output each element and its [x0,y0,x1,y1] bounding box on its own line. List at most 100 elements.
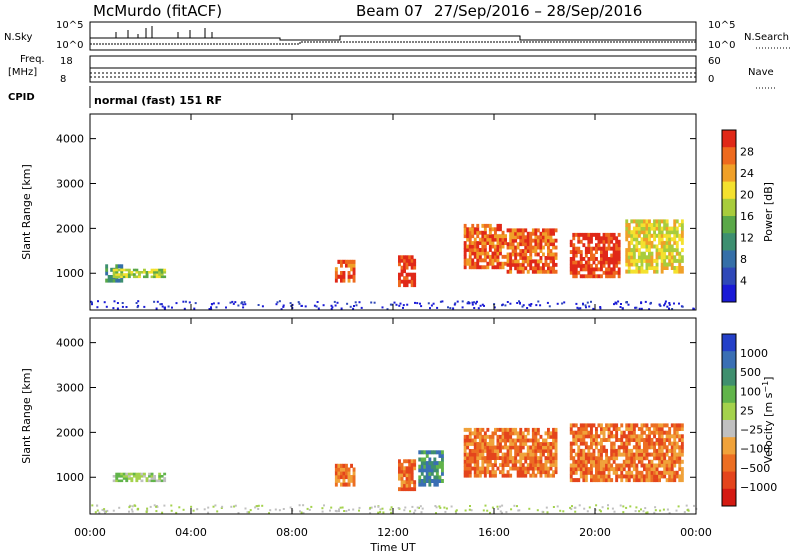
power-region-cell [547,235,550,240]
x-tick-label: 16:00 [478,526,510,539]
velocity-region-cell [658,438,661,442]
velocity-region-cell [584,463,588,468]
velocity-region-cell [595,463,598,468]
power-region-cell [663,219,667,224]
velocity-region-cell [138,477,141,480]
power-scatter-cell [668,307,670,310]
power-region-cell [526,245,530,250]
power-region-cell [665,226,669,231]
velocity-region-cell [592,478,596,483]
power-region-cell [544,235,548,240]
velocity-scatter-cell [298,504,301,507]
velocity-region-cell [579,452,583,457]
power-region-cell [468,244,472,249]
velocity-scatter-cell [536,509,539,512]
velocity-region-cell [612,456,616,461]
power-region-cell [473,248,477,252]
velocity-region-cell [413,466,417,471]
power-region-cell [632,258,636,263]
velocity-region-cell [632,459,636,464]
power-region-cell [473,254,477,259]
velocity-region-cell [547,445,550,450]
velocity-region-cell [494,470,497,475]
power-region-cell [610,257,614,261]
velocity-region-cell [531,442,535,446]
velocity-region-cell [640,430,644,435]
velocity-region-cell [549,473,553,478]
velocity-region-cell [491,449,495,453]
velocity-region-cell [600,441,603,446]
velocity-region-cell [569,478,573,483]
power-region-cell [632,226,636,231]
velocity-region-cell [637,478,641,483]
power-region-cell [334,267,338,272]
power-region-cell [625,255,629,260]
velocity-region-cell [345,482,348,487]
velocity-region-cell [658,434,661,439]
power-region-cell [491,234,495,239]
power-region-cell [678,223,682,227]
velocity-region-cell [574,452,578,457]
velocity-region-cell [660,438,664,442]
velocity-region-cell [340,467,343,472]
velocity-region-cell [595,474,598,479]
velocity-region-cell [600,427,603,431]
velocity-region-cell [405,480,409,485]
power-region-cell [632,244,636,249]
velocity-region-cell [569,463,573,468]
velocity-region-cell [158,475,162,478]
velocity-scatter-cell [570,508,573,511]
velocity-region-cell [632,430,636,435]
velocity-region-cell [673,463,677,468]
velocity-region-cell [650,470,654,475]
power-region-cell [514,266,518,271]
velocity-region-cell [640,456,644,461]
velocity-region-cell [501,466,505,471]
velocity-scatter-cell [131,510,134,513]
power-region-cell [463,241,467,245]
velocity-region-cell [352,478,356,483]
velocity-region-cell [653,467,656,472]
velocity-colorbar-tick: 100 [740,385,761,398]
power-region-cell [675,248,679,253]
power-region-cell [635,244,639,249]
power-region-cell [122,268,126,272]
velocity-region-cell [483,456,487,460]
velocity-region-cell [400,469,404,474]
power-scatter-cell [298,302,301,305]
velocity-scatter-cell [419,505,422,508]
velocity-region-cell [547,466,550,471]
nsearch-label: N.Search [744,32,789,43]
velocity-region-cell [342,467,346,472]
power-region-cell [680,248,684,253]
power-region-cell [536,259,540,264]
power-region-cell [544,269,548,274]
velocity-region-cell [476,449,480,453]
velocity-region-cell [547,473,550,478]
power-region-cell [494,258,497,263]
velocity-region-cell [486,463,490,467]
power-scatter-cell [399,302,402,305]
power-region-cell [488,248,492,252]
velocity-region-cell [403,483,406,488]
velocity-region-cell [488,449,492,453]
velocity-region-cell [648,452,651,457]
velocity-region-cell [468,438,472,443]
power-region-cell [547,249,550,253]
power-region-cell [509,259,513,264]
velocity-region-cell [491,431,495,436]
velocity-region-cell [610,467,614,472]
velocity-region-cell [650,438,654,442]
power-region-cell [516,269,520,274]
power-region-cell [110,275,114,279]
velocity-region-cell [658,470,661,475]
velocity-region-cell [680,434,684,439]
power-region-cell [501,254,505,259]
power-region-cell [496,241,500,245]
velocity-region-cell [534,427,538,432]
velocity-region-cell [531,438,535,443]
velocity-region-cell [607,459,611,464]
velocity-region-cell [584,452,588,457]
power-region-cell [643,240,646,245]
power-region-cell [471,241,475,245]
